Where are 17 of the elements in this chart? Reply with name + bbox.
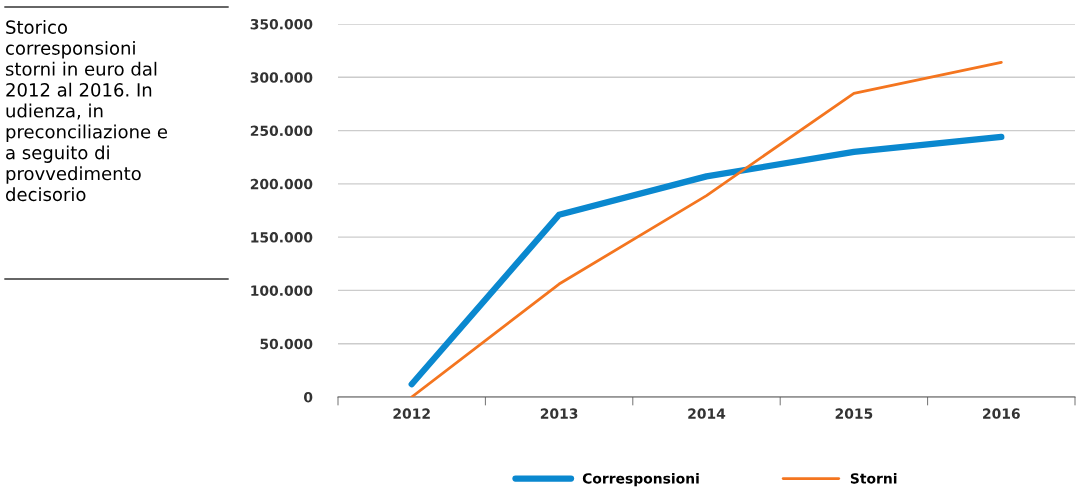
x-tick-label: 2013 [540, 408, 578, 419]
y-tick-label: 150.000 [251, 232, 313, 243]
legend-label: Corresponsioni [582, 472, 699, 487]
chart-title: Storico corresponsioni storni in euro dal 2012 al 2016. In udienza, in preconciliazione e a seguito di provvedimento decisorio [5, 20, 168, 202]
x-tick-label: 2015 [835, 408, 873, 419]
x-tick-label: 2014 [688, 408, 726, 419]
y-tick-label: 350.000 [250, 18, 313, 30]
legend-label: Storni [850, 472, 897, 484]
y-tick-label: 250.000 [250, 125, 313, 137]
y-tick-label: 300.000 [250, 72, 313, 83]
y-tick-label: 100.000 [251, 285, 313, 296]
y-tick-label: 200.000 [250, 178, 313, 190]
x-tick-label: 2012 [393, 408, 430, 419]
y-tick-label: 50.000 [260, 338, 313, 350]
y-tick-label: 0 [304, 391, 313, 403]
x-tick-label: 2016 [983, 408, 1020, 419]
line-series [410, 60, 1003, 397]
